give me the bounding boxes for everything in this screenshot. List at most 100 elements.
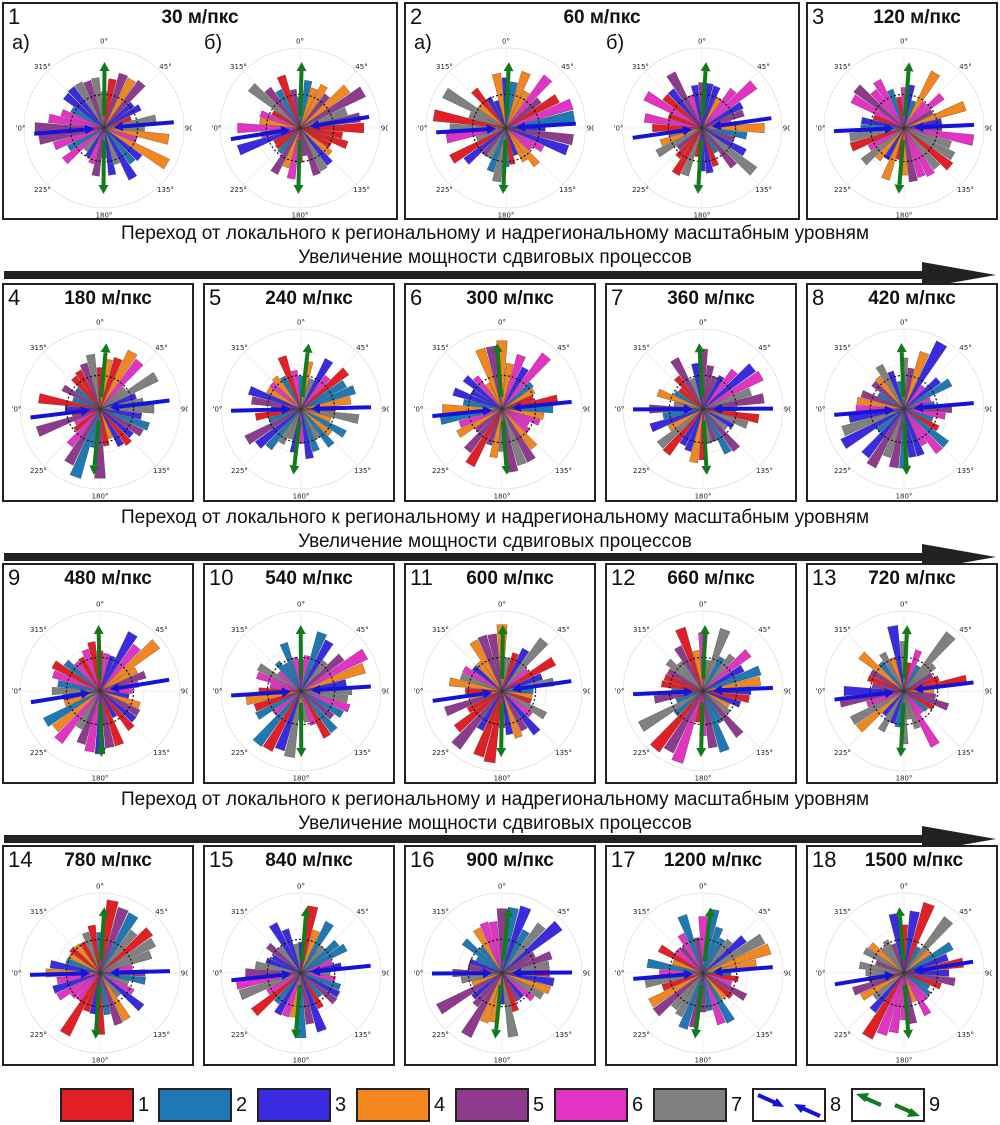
angle-label: 45°: [959, 908, 971, 916]
angle-label: 90°: [985, 688, 992, 696]
panel-16: 16 900 м/пкс 0°45°90°135°180°225°270°315…: [404, 845, 596, 1066]
angle-label: 270°: [12, 406, 21, 414]
angle-label: 225°: [834, 186, 851, 194]
angle-label: 180°: [96, 212, 113, 219]
angle-label: 0°: [297, 601, 305, 609]
angle-label: 225°: [30, 467, 47, 475]
legend-label-9: 9: [929, 1094, 940, 1117]
rose-diagram: 0°45°90°135°180°225°270°315°: [12, 597, 188, 781]
angle-label: 90°: [181, 688, 188, 696]
angle-label: 90°: [181, 406, 188, 414]
angle-label: 0°: [100, 38, 108, 46]
angle-label: 0°: [498, 319, 506, 327]
panel-title: 900 м/пкс: [426, 850, 594, 872]
angle-label: 90°: [985, 406, 992, 414]
angle-label: 270°: [816, 125, 825, 133]
panel-3: 3 120 м/пкс 0°45°90°135°180°225°270°315°: [806, 2, 998, 220]
angle-label: 315°: [834, 344, 851, 352]
panel-9: 9 480 м/пкс 0°45°90°135°180°225°270°315°: [2, 563, 194, 784]
panel-title: 360 м/пкс: [627, 288, 795, 310]
panel-title: 60 м/пкс: [406, 7, 798, 29]
angle-label: 225°: [30, 1031, 47, 1039]
angle-label: 0°: [698, 38, 706, 46]
angle-label: 315°: [30, 908, 47, 916]
angle-label: 270°: [816, 970, 825, 978]
angle-label: 180°: [494, 1057, 511, 1064]
angle-label: 0°: [699, 883, 707, 891]
panel-title: 720 м/пкс: [828, 568, 996, 590]
angle-label: 180°: [695, 775, 712, 782]
angle-label: 45°: [356, 344, 368, 352]
panel-4: 4 180 м/пкс 0°45°90°135°180°225°270°315°: [2, 283, 194, 502]
angle-label: 90°: [784, 970, 791, 978]
angle-label: 135°: [756, 749, 773, 757]
panel-title: 30 м/пкс: [4, 7, 396, 29]
legend-swatch-7: [653, 1088, 727, 1122]
panel-title: 660 м/пкс: [627, 568, 795, 590]
angle-label: 90°: [985, 125, 992, 133]
angle-label: 225°: [231, 749, 248, 757]
angle-label: 135°: [354, 1031, 371, 1039]
angle-label: 0°: [498, 601, 506, 609]
panel-8: 8 420 м/пкс 0°45°90°135°180°225°270°315°: [806, 283, 998, 502]
rose-diagram: 0°45°90°135°180°225°270°315°: [213, 315, 389, 499]
panel-2: 2 60 м/пкс а) б) 0°45°90°135°180°225°270…: [404, 2, 800, 220]
angle-label: 180°: [92, 493, 109, 500]
angle-label: 0°: [502, 38, 510, 46]
angle-label: 45°: [557, 908, 569, 916]
angle-label: 225°: [633, 749, 650, 757]
legend-swatch-1: [60, 1088, 134, 1122]
angle-label: 225°: [432, 749, 449, 757]
angle-label: 90°: [587, 125, 594, 133]
angle-label: 270°: [16, 125, 25, 133]
angle-label: 180°: [92, 1057, 109, 1064]
rose-diagram: 0°45°90°135°180°225°270°315°: [414, 597, 590, 781]
panel-12: 12 660 м/пкс 0°45°90°135°180°225°270°315…: [605, 563, 797, 784]
blue-compression-arrow-icon: [713, 966, 773, 976]
blue-compression-arrows-icon: [752, 1088, 826, 1122]
panel-title: 300 м/пкс: [426, 288, 594, 310]
angle-label: 135°: [957, 749, 974, 757]
panel-1: 1 30 м/пкс а) б) 0°45°90°135°180°225°270…: [2, 2, 398, 220]
angle-label: 135°: [755, 186, 772, 194]
panel-10: 10 540 м/пкс 0°45°90°135°180°225°270°315…: [203, 563, 395, 784]
angle-label: 45°: [959, 626, 971, 634]
panel-title: 840 м/пкс: [225, 850, 393, 872]
rose-diagram: 0°45°90°135°180°225°270°315°: [213, 597, 389, 781]
angle-label: 180°: [695, 493, 712, 500]
angle-label: 225°: [436, 186, 453, 194]
angle-label: 45°: [356, 626, 368, 634]
angle-label: 0°: [900, 883, 908, 891]
angle-label: 0°: [900, 319, 908, 327]
angle-label: 315°: [432, 908, 449, 916]
rose-diagram: 0°45°90°135°180°225°270°315°: [816, 315, 992, 499]
angle-label: 90°: [181, 970, 188, 978]
angle-label: 225°: [231, 467, 248, 475]
rose-diagram: 0°45°90°135°180°225°270°315°: [213, 879, 389, 1063]
panel-15: 15 840 м/пкс 0°45°90°135°180°225°270°315…: [203, 845, 395, 1066]
panel-17: 17 1200 м/пкс 0°45°90°135°180°225°270°31…: [605, 845, 797, 1066]
angle-label: 180°: [694, 212, 711, 219]
angle-label: 45°: [959, 344, 971, 352]
angle-label: 270°: [615, 688, 624, 696]
angle-label: 225°: [633, 467, 650, 475]
angle-label: 135°: [756, 1031, 773, 1039]
angle-label: 45°: [561, 63, 573, 71]
rose-diagram: 0°45°90°135°180°225°270°315°: [414, 315, 590, 499]
panel-title: 420 м/пкс: [828, 288, 996, 310]
legend-swatch-2: [158, 1088, 232, 1122]
angle-label: 0°: [900, 38, 908, 46]
angle-label: 225°: [230, 186, 247, 194]
legend-swatch-6: [554, 1088, 628, 1122]
angle-label: 315°: [633, 626, 650, 634]
angle-label: 90°: [382, 406, 389, 414]
angle-label: 225°: [834, 1031, 851, 1039]
angle-label: 45°: [959, 63, 971, 71]
angle-label: 0°: [296, 38, 304, 46]
legend-label-8: 8: [830, 1094, 841, 1117]
angle-label: 45°: [155, 344, 167, 352]
angle-label: 180°: [293, 775, 310, 782]
legend-swatch-5: [455, 1088, 529, 1122]
rose-diagram: 0°45°90°135°180°225°270°315°: [16, 34, 192, 218]
angle-label: 0°: [699, 601, 707, 609]
